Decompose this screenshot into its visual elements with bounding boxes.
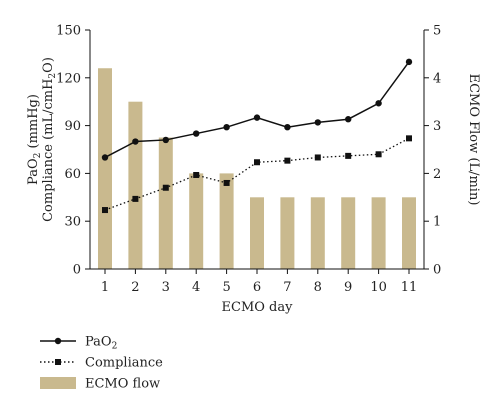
x-tick-label: 8 (314, 280, 322, 295)
y-right-tick-label: 1 (433, 215, 441, 230)
y-right-tick-label: 4 (433, 71, 441, 86)
point-pao-day-2 (132, 138, 139, 145)
point-compliance-day-4 (193, 171, 200, 178)
y-left-tick-label: 150 (56, 24, 81, 39)
point-pao-day-4 (193, 130, 200, 137)
lines-layer (101, 58, 413, 214)
y-right-axis-label: ECMO Flow (L/min) (466, 74, 481, 206)
point-compliance-day-6 (254, 159, 260, 166)
legend: PaO2 Compliance ECMO flow (40, 335, 163, 392)
x-tick-label: 2 (131, 280, 139, 295)
y-left-tick-label: 90 (64, 119, 81, 134)
legend-label-ecmo-flow: ECMO flow (85, 377, 160, 392)
legend-label-compliance: Compliance (85, 356, 163, 371)
point-compliance-day-8 (314, 154, 321, 161)
y-left-tick-label: 60 (64, 167, 81, 182)
point-pao-day-9 (345, 116, 352, 123)
bars-layer (98, 68, 416, 270)
x-tick-label: 5 (222, 280, 230, 295)
point-compliance-day-1 (102, 207, 108, 214)
bar-ecmo-flow-day-3 (158, 137, 173, 269)
point-compliance-day-11 (406, 135, 412, 142)
point-pao-day-6 (253, 114, 261, 121)
point-pao-day-1 (101, 154, 109, 161)
bar-ecmo-flow-day-4 (189, 173, 204, 269)
y-left-label-line1: PaO2 (mmHg) (26, 94, 43, 185)
series-line-pao (104, 61, 410, 159)
y-left-tick-label: 30 (64, 215, 81, 230)
point-compliance-day-7 (284, 157, 291, 164)
point-pao-day-11 (405, 58, 413, 66)
y-left-tick-label: 120 (56, 71, 81, 86)
x-tick-label: 3 (162, 280, 170, 295)
y-right-tick-label: 5 (433, 24, 441, 39)
x-axis-label: ECMO day (222, 300, 294, 315)
point-compliance-day-2 (132, 195, 139, 202)
axes-layer: 0 30 60 90 120 150 0 1 2 3 4 5 1 2 3 4 5 6 7 8 9 10 11 ECMO day… (26, 24, 481, 316)
bar-ecmo-flow-day-11 (402, 197, 416, 269)
legend-marker-pao (54, 337, 62, 345)
x-tick-label: 4 (192, 280, 200, 295)
x-tick-label: 11 (401, 280, 418, 295)
point-pao-day-5 (223, 123, 230, 131)
x-tick-label: 1 (101, 280, 109, 295)
point-compliance-day-5 (223, 179, 230, 186)
bar-ecmo-flow-day-9 (341, 197, 356, 269)
point-pao-day-10 (375, 100, 382, 107)
point-compliance-day-10 (375, 151, 382, 158)
bar-ecmo-flow-day-5 (219, 173, 234, 269)
bar-ecmo-flow-day-1 (98, 68, 112, 270)
legend-marker-compliance (55, 359, 61, 365)
point-pao-day-8 (314, 119, 321, 126)
bar-ecmo-flow-day-2 (128, 101, 143, 269)
y-left-tick-label: 0 (73, 263, 81, 278)
x-tick-label: 10 (370, 280, 387, 295)
x-tick-label: 9 (344, 280, 352, 295)
y-right-tick-label: 2 (433, 167, 441, 182)
point-compliance-day-9 (345, 152, 352, 159)
y-right-tick-label: 3 (433, 119, 441, 134)
x-tick-label: 7 (283, 280, 291, 295)
y-right-tick-label: 0 (433, 263, 441, 278)
legend-swatch-ecmo-flow (40, 377, 76, 389)
point-compliance-day-3 (162, 184, 169, 191)
bar-ecmo-flow-day-6 (250, 197, 264, 269)
bar-ecmo-flow-day-8 (310, 197, 325, 269)
bar-ecmo-flow-day-10 (371, 197, 386, 269)
point-pao-day-7 (284, 123, 291, 131)
y-left-label-line2: Compliance (mL/cmH2O) (41, 57, 58, 222)
bar-ecmo-flow-day-7 (280, 197, 295, 269)
x-tick-label: 6 (253, 280, 261, 295)
point-pao-day-3 (162, 136, 169, 144)
legend-label-pao: PaO2 (85, 335, 117, 352)
